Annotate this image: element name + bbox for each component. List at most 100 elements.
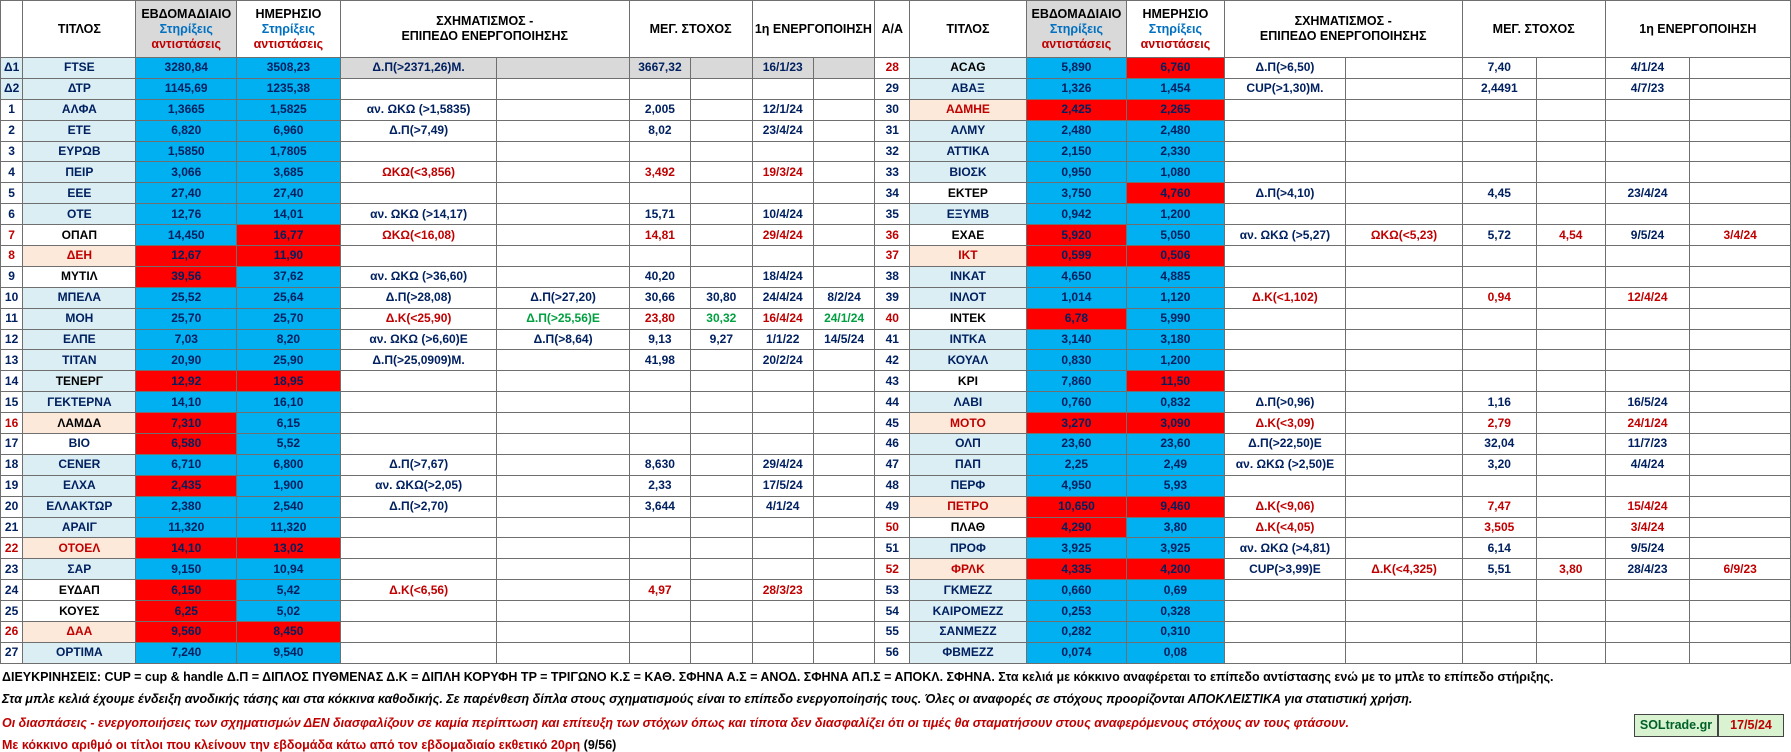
max-target — [628, 516, 692, 539]
table-row: 22 ΟΤΟΕΛ 14,10 13,02 51 ΠΡΟΦ 3,925 3,925 αν. ΩΚΩ… — [0, 537, 1791, 560]
first-activation: 16/1/23 — [751, 57, 814, 79]
first-activation: 17/5/24 — [751, 474, 814, 497]
ticker-title: ΣΑΝΜΕΖΖ — [909, 621, 1027, 643]
ticker-title: ΛΑΒΙ — [909, 391, 1027, 414]
row-number: Δ1 — [0, 57, 24, 79]
first-activation-2 — [812, 119, 876, 142]
table-row: 15 ΓΕΚΤΕΡΝΑ 14,10 16,10 44 ΛΑΒΙ 0,760 0,832 Δ.Π(… — [0, 391, 1791, 414]
max-target-2 — [690, 391, 753, 414]
max-target-2: 3,80 — [1535, 558, 1606, 581]
daily-level: 1,7805 — [236, 140, 341, 163]
row-number: 27 — [0, 641, 24, 664]
daily-level: 6,960 — [236, 119, 341, 142]
row-number: 43 — [874, 370, 911, 393]
max-target: 0,94 — [1461, 286, 1537, 309]
max-target-2 — [690, 433, 753, 455]
max-target: 3,644 — [628, 495, 692, 518]
row-number: 22 — [0, 537, 24, 560]
ticker-title: ΠΕΤΡΟ — [909, 495, 1027, 518]
first-activation — [751, 516, 814, 539]
right-weekly-header-line: ΕΒΔΟΜΑΔΙΑΙΟ — [1031, 6, 1122, 21]
first-activation: 9/5/24 — [1604, 224, 1691, 247]
weekly-level: 5,920 — [1025, 224, 1128, 247]
max-target-2: 9,27 — [690, 328, 753, 351]
ticker-title: ΛΑΜΔΑ — [22, 412, 137, 435]
first-activation-2 — [812, 77, 876, 100]
max-target-2 — [1535, 474, 1606, 497]
max-target: 5,72 — [1461, 224, 1537, 247]
first-activation — [751, 621, 814, 643]
weekly-level: 14,10 — [135, 391, 238, 414]
row-number: 12 — [0, 328, 24, 351]
table-row: 2 ΕΤΕ 6,820 6,960 Δ.Π(>7,49) 8,02 23/4/24 31 ΑΛΜ… — [0, 119, 1791, 142]
max-target: 9,13 — [628, 328, 692, 351]
formation — [339, 412, 498, 435]
table-row: 4 ΠΕΙΡ 3,066 3,685 ΩΚΩ(<3,856) 3,492 19/3/24 33… — [0, 161, 1791, 184]
ticker-title: ΑΛΜΥ — [909, 119, 1027, 142]
formation: Δ.Π(>7,67) — [339, 453, 498, 476]
formation-2: Δ.Κ(<4,325) — [1345, 558, 1463, 581]
first-activation — [751, 182, 814, 205]
max-target — [1461, 203, 1537, 226]
row-number: 36 — [874, 224, 911, 247]
daily-level: 16,10 — [236, 391, 341, 414]
first-activation: 4/4/24 — [1604, 453, 1691, 476]
formation — [1223, 641, 1347, 664]
max-target-2 — [1535, 57, 1606, 79]
weekly-level: 9,150 — [135, 558, 238, 581]
table-row: 13 ΤΙΤΑΝ 20,90 25,90 Δ.Π(>25,0909)Μ. 41,98 20/… — [0, 349, 1791, 372]
first-activation-2 — [812, 433, 876, 455]
ticker-title: ΚΟΥΕΣ — [22, 600, 137, 623]
first-activation — [1604, 474, 1691, 497]
first-activation-2 — [1689, 203, 1791, 226]
formation-2 — [496, 621, 630, 643]
ticker-title: ΔΕΗ — [22, 245, 137, 267]
first-activation-2: 14/5/24 — [812, 328, 876, 351]
daily-level: 5,93 — [1126, 474, 1225, 497]
ticker-title: ΕΛΧΑ — [22, 474, 137, 497]
first-activation-2 — [812, 161, 876, 184]
weekly-level: 0,950 — [1025, 161, 1128, 184]
max-target: 2,79 — [1461, 412, 1537, 435]
ticker-title: ΑΒΑΞ — [909, 77, 1027, 100]
formation-2 — [496, 412, 630, 435]
row-number: 31 — [874, 119, 911, 142]
formation-2 — [496, 391, 630, 414]
first-activation: 28/4/23 — [1604, 558, 1691, 581]
daily-level: 6,15 — [236, 412, 341, 435]
weekly-level: 1,014 — [1025, 286, 1128, 309]
formation-2 — [1345, 391, 1463, 414]
first-activation-2 — [812, 621, 876, 643]
daily-level: 8,450 — [236, 621, 341, 643]
ticker-title: ΟΤΕ — [22, 203, 137, 226]
max-target-2 — [1535, 579, 1606, 602]
daily-level: 3,685 — [236, 161, 341, 184]
first-activation-2 — [1689, 349, 1791, 372]
max-target-2: 30,32 — [690, 307, 753, 330]
first-activation: 20/2/24 — [751, 349, 814, 372]
formation-2 — [496, 349, 630, 372]
ticker-title: ΕΛΠΕ — [22, 328, 137, 351]
formation: Δ.Π(>25,0909)Μ. — [339, 349, 498, 372]
first-activation: 23/4/24 — [1604, 182, 1691, 205]
max-target: 40,20 — [628, 265, 692, 288]
daily-level: 25,64 — [236, 286, 341, 309]
right-daily-header-line: Στηρίξεις — [1148, 21, 1202, 36]
daily-level: 25,70 — [236, 307, 341, 330]
row-number: 14 — [0, 370, 24, 393]
formation — [1223, 161, 1347, 184]
first-activation — [751, 370, 814, 393]
daily-level: 13,02 — [236, 537, 341, 560]
formation: Δ.Κ(<4,05) — [1223, 516, 1347, 539]
left-weekly-header-line: Στηρίξεις — [159, 21, 213, 36]
right-formation-header-line: ΣΧΗΜΑΤΙΣΜΟΣ - — [1294, 14, 1392, 28]
first-activation: 1/1/22 — [751, 328, 814, 351]
max-target: 3,505 — [1461, 516, 1537, 539]
weekly-level: 3,066 — [135, 161, 238, 184]
formation-2 — [496, 600, 630, 623]
weekly-level: 11,320 — [135, 516, 238, 539]
weekly-level: 2,425 — [1025, 98, 1128, 121]
daily-level: 11,90 — [236, 245, 341, 267]
formation: Δ.Π(>0,96) — [1223, 391, 1347, 414]
ticker-title: ΟΛΠ — [909, 433, 1027, 455]
